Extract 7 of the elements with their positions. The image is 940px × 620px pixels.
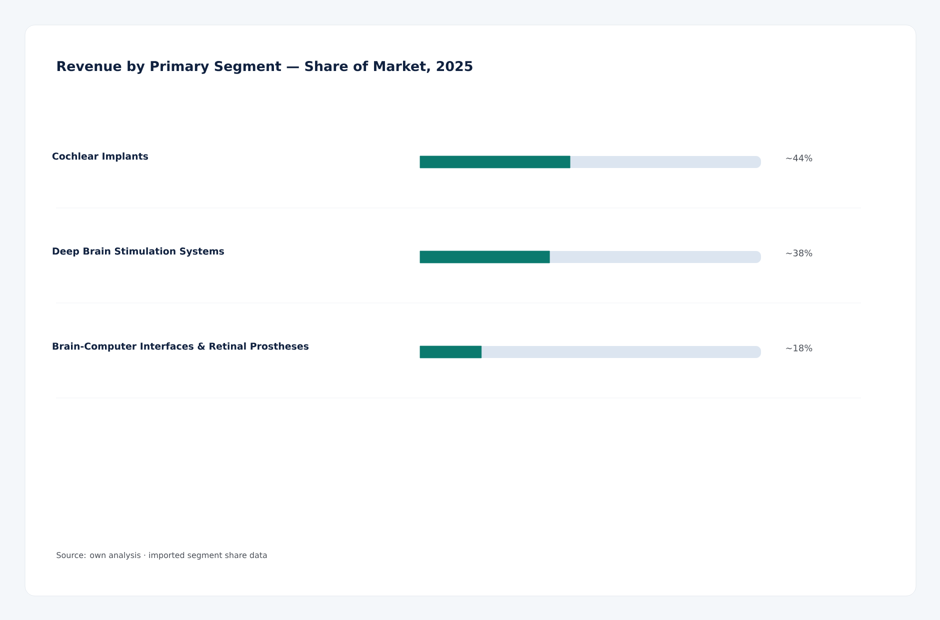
y-tick-label: Cochlear Implants <box>52 152 148 162</box>
y-tick-label: Deep Brain Stimulation Systems <box>52 247 224 257</box>
data-label: ~18% <box>786 344 812 352</box>
data-label: ~38% <box>786 250 812 256</box>
y-tick-label: Brain-Computer Interfaces & Retinal Prostheses <box>52 342 309 352</box>
data-label: ~44% <box>786 154 812 162</box>
text: Revenue by Primary Segment — Share of Market, 2025 <box>57 60 472 74</box>
